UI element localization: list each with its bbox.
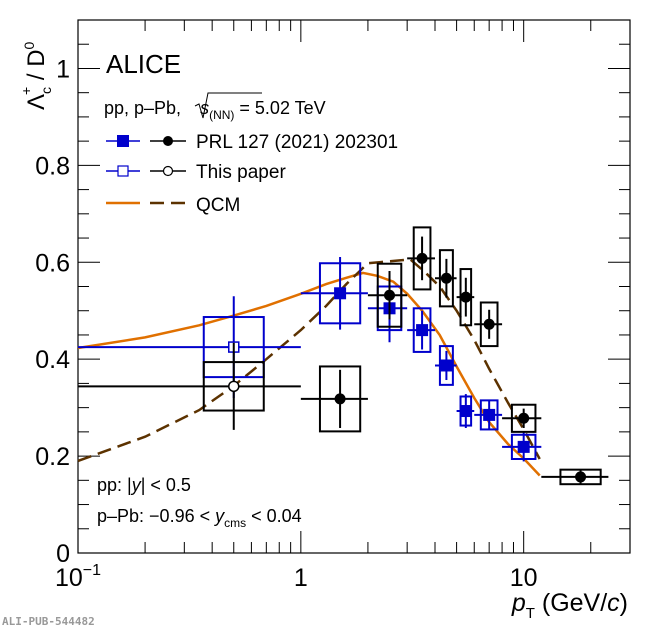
- legend-square-marker: [117, 135, 129, 147]
- legend-open-square-marker: [117, 165, 129, 177]
- circle-marker: [384, 289, 396, 301]
- energy: = 5.02 TeV: [234, 98, 325, 118]
- xlabel-var: p: [511, 589, 526, 617]
- sqrt-sign: [194, 92, 262, 119]
- square-marker: [334, 287, 347, 300]
- system-prefix: pp, p–Pb,: [104, 98, 186, 118]
- experiment-label: ALICE: [106, 49, 181, 79]
- xlabel-unit-end: ): [620, 589, 628, 617]
- ppb-rapidity-annotation: p–Pb: −0.96 < ycms < 0.04: [97, 506, 302, 530]
- data-point: [435, 345, 457, 386]
- data-point: [502, 403, 542, 433]
- pp-rapidity-annotation: pp: |y| < 0.5: [97, 475, 191, 495]
- square-marker: [416, 324, 429, 337]
- data-point: [78, 296, 301, 398]
- x-tick-label: 10−1: [55, 562, 101, 592]
- legend-label-this-paper: This paper: [196, 162, 286, 183]
- x-tick-base: 10: [510, 564, 538, 592]
- circle-marker: [483, 318, 495, 330]
- circle-marker: [575, 471, 587, 483]
- xlabel-unit-var: c: [607, 589, 620, 617]
- legend-open-circle-marker: [162, 165, 174, 177]
- circle-marker: [518, 412, 530, 424]
- square-marker: [483, 408, 496, 421]
- ylabel-sup: +: [18, 87, 34, 95]
- data-point: [474, 301, 503, 348]
- sqrt-s-sub: (NN): [209, 108, 234, 122]
- data-point: [78, 342, 301, 430]
- x-axis-title: pT (GeV/c): [511, 589, 628, 622]
- system-label: pp, p–Pb, s(NN) = 5.02 TeV: [104, 98, 326, 122]
- pub-id: ALI-PUB-544482: [2, 615, 95, 628]
- square-marker: [459, 405, 472, 418]
- data-point: [541, 468, 609, 486]
- legend-label-prl: PRL 127 (2021) 202301: [196, 132, 398, 153]
- ppb-rap-suffix: < 0.04: [246, 506, 302, 526]
- data-point: [435, 249, 457, 308]
- data-point: [456, 394, 475, 428]
- pp-rap-var: y: [130, 475, 142, 495]
- data-point: [456, 268, 475, 327]
- data-point: [407, 307, 436, 353]
- xlabel-unit: (GeV/: [535, 589, 607, 617]
- ppb-rap-sub: cms: [224, 516, 246, 530]
- x-tick-exp: −1: [83, 562, 101, 579]
- data-point: [367, 262, 408, 328]
- circle-marker: [460, 291, 472, 303]
- data-point: [300, 365, 368, 433]
- y-tick-label: 0.4: [35, 346, 70, 374]
- ylabel-sub: c: [38, 87, 54, 94]
- x-tick-label: 1: [294, 564, 308, 592]
- legend-label-qcm: QCM: [196, 195, 240, 216]
- ylabel-lambda: Λ: [23, 94, 50, 110]
- square-marker: [440, 359, 453, 372]
- data-point: [502, 432, 542, 462]
- y-tick-label: 0.2: [35, 443, 70, 471]
- data-point: [407, 226, 436, 291]
- x-tick-base: 10: [55, 564, 83, 592]
- circle-marker: [440, 272, 452, 284]
- ppb-rap-var: y: [213, 506, 225, 526]
- y-tick-label: 0.8: [35, 152, 70, 180]
- y-axis-title: Λc + / D0: [18, 41, 54, 110]
- circle-marker: [334, 393, 346, 405]
- ppb-rap-prefix: p–Pb: −0.96 <: [97, 506, 215, 526]
- ylabel-mid: / D: [23, 49, 50, 86]
- pp-rap-prefix: pp: |: [97, 475, 132, 495]
- pp-rap-suffix: | < 0.5: [141, 475, 191, 495]
- y-tick-label: 1: [56, 55, 70, 83]
- square-marker: [517, 440, 530, 453]
- x-tick-base: 1: [294, 564, 308, 592]
- data-point: [300, 256, 368, 330]
- open-circle-marker: [228, 380, 240, 393]
- y-tick-label: 0.6: [35, 249, 70, 277]
- xlabel-sub: T: [526, 605, 535, 622]
- ylabel-sup2: 0: [21, 41, 37, 49]
- circle-marker: [416, 252, 428, 264]
- data-point: [474, 399, 503, 431]
- legend-circle-marker: [163, 136, 173, 146]
- x-tick-label: 10: [510, 564, 538, 592]
- y-tick-label: 0: [56, 540, 70, 568]
